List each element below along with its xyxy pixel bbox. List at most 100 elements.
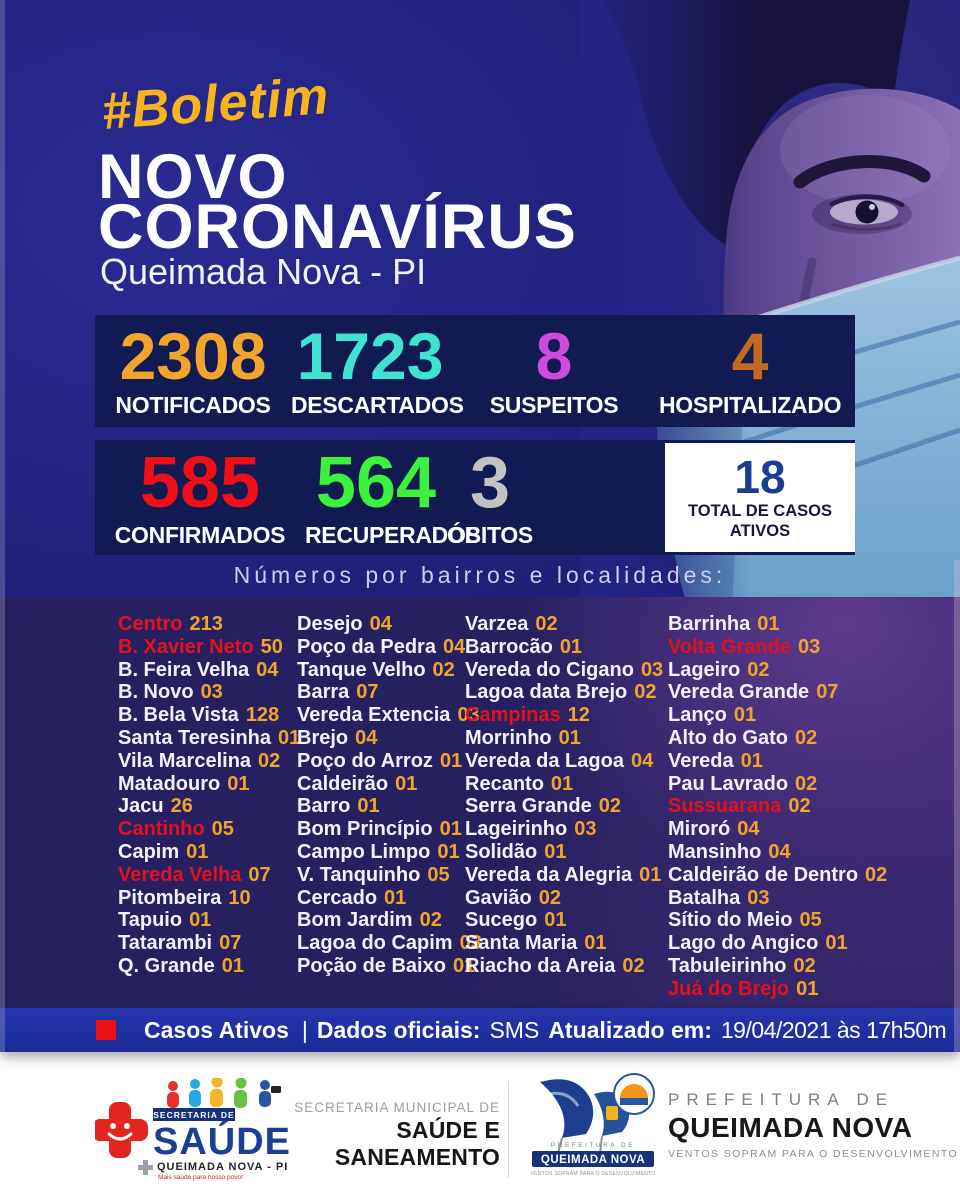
locality-row: Lago do Angico 01 <box>668 932 887 955</box>
stat-cell: 8 SUSPEITOS <box>449 323 659 419</box>
locality-row: Santa Teresinha 01 <box>118 727 300 750</box>
stats-row2-cells: 585 CONFIRMADOS 564 RECUPERADOS 3 ÓBITOS <box>95 447 655 549</box>
locality-row: Miroró 04 <box>668 818 887 841</box>
locality-row: Sucego 01 <box>465 909 663 932</box>
locality-row: Vereda Grande 07 <box>668 681 887 704</box>
locality-row: Campo Limpo 01 <box>297 841 482 864</box>
secretaria-text-block: SECRETARIA MUNICIPAL DE SAÚDE E SANEAMEN… <box>258 1100 500 1171</box>
locality-row: Poço da Pedra 04 <box>297 636 482 659</box>
locality-row: Lageirinho 03 <box>465 818 663 841</box>
stat-value: 3 <box>469 442 510 523</box>
locality-row: Tanque Velho 02 <box>297 659 482 682</box>
locality-name: B. Novo <box>118 681 194 704</box>
locality-count: 02 <box>538 886 561 909</box>
info-bar: Casos Ativos | Dados oficiais: SMS Atual… <box>0 1008 960 1052</box>
locality-row: Vereda Velha 07 <box>118 864 300 887</box>
stat-cell: 4 HOSPITALIZADO <box>659 319 842 419</box>
locality-count: 03 <box>457 704 480 727</box>
stat-cell: 1723 DESCARTADOS <box>291 323 464 419</box>
locality-name: Juá do Brejo <box>668 977 790 1000</box>
locality-row: Barrocão 01 <box>465 636 663 659</box>
locality-name: Barrinha <box>668 613 751 635</box>
locality-row: Vereda do Cigano 03 <box>465 659 663 682</box>
locality-row: Batalha 03 <box>668 887 887 910</box>
locality-count: 213 <box>189 613 223 635</box>
locality-row: Desejo 04 <box>297 613 482 636</box>
locality-name: B. Feira Velha <box>118 658 250 681</box>
locality-name: Lagoa data Brejo <box>465 681 628 704</box>
locality-row: Brejo 04 <box>297 727 482 750</box>
separator: | <box>301 1016 308 1043</box>
stat-value: 4 <box>731 319 769 393</box>
locality-count: 02 <box>865 863 888 886</box>
locality-row: Barro 01 <box>297 795 482 818</box>
stat-value: 564 <box>315 442 437 523</box>
locality-name: Caldeirão <box>297 772 389 795</box>
locality-name: Poção de Baixo <box>297 954 446 977</box>
localities-column-3: Varzea 02 Barrocão 01 Vereda do Cigano 03 L… <box>465 613 663 978</box>
saude-wordmark: SAÚDE <box>153 1119 291 1163</box>
left-edge-artifact <box>0 0 5 1052</box>
locality-name: Campo Limpo <box>297 840 431 863</box>
locality-name: Riacho da Areia <box>465 954 616 977</box>
footer: SECRETARIA DE SAÚDE QUEIMADA NOVA - PI M… <box>0 1052 960 1200</box>
locality-count: 05 <box>427 863 450 886</box>
prefeitura-logo: PREFEITURA DE QUEIMADA NOVA VENTOS SOPRA… <box>531 1073 655 1177</box>
locality-name: Tanque Velho <box>297 658 426 681</box>
locality-row: Cercado 01 <box>297 887 482 910</box>
red-square-icon <box>96 1020 116 1040</box>
locality-name: Sussuarana <box>668 795 782 818</box>
stat-cell: 585 CONFIRMADOS <box>95 447 305 549</box>
locality-count: 02 <box>788 795 811 818</box>
locality-row: Barra 07 <box>297 681 482 704</box>
locality-row: Morrinho 01 <box>465 727 663 750</box>
locality-row: B. Xavier Neto 50 <box>118 636 300 659</box>
locality-name: Poço do Arroz <box>297 749 433 772</box>
locality-count: 07 <box>219 932 242 955</box>
locality-count: 03 <box>574 818 597 841</box>
stat-label: NOTIFICADOS <box>115 392 271 418</box>
stat-label: RECUPERADOS <box>305 521 481 548</box>
locality-name: Varzea <box>465 613 529 635</box>
locality-name: Vereda da Lagoa <box>465 749 624 772</box>
locality-count: 02 <box>622 954 645 977</box>
red-cross-smiley <box>95 1102 148 1158</box>
locality-count: 01 <box>439 749 463 772</box>
active-cases-value: 18 <box>734 451 786 504</box>
locality-name: Gavião <box>465 886 532 909</box>
locality-count: 01 <box>733 704 757 727</box>
gray-plus-icon <box>138 1160 153 1175</box>
locality-row: Recanto 01 <box>465 773 663 796</box>
locality-name: Sítio do Meio <box>668 909 793 932</box>
locality-name: Campinas <box>465 704 561 727</box>
locality-row: Bom Princípio 01 <box>297 818 482 841</box>
locality-count: 02 <box>795 772 818 795</box>
locality-name: Vereda Velha <box>118 863 242 886</box>
prefeitura-line2: QUEIMADA NOVA <box>668 1112 913 1143</box>
locality-row: Vila Marcelina 02 <box>118 750 300 773</box>
locality-count: 01 <box>437 840 460 863</box>
secretaria-line2: SAÚDE E SANEAMENTO <box>334 1117 500 1170</box>
flag-large <box>540 1079 594 1138</box>
locality-count: 02 <box>258 749 281 772</box>
locality-row: Santa Maria 01 <box>465 932 663 955</box>
locality-name: Lagoa do Capim <box>297 932 453 955</box>
locality-name: Jacu <box>118 795 164 818</box>
locality-name: Miroró <box>668 818 731 841</box>
locality-row: B. Novo 03 <box>118 681 300 704</box>
locality-name: Tatarambi <box>118 932 213 955</box>
locality-name: Vereda <box>668 749 734 772</box>
locality-count: 01 <box>584 932 607 955</box>
locality-count: 05 <box>799 909 822 932</box>
locality-count: 03 <box>459 932 482 955</box>
localities-section: Centro 213 B. Xavier Neto 50 B. Feira Velh… <box>0 597 960 1008</box>
list-title: Números por bairros e localidades: <box>233 562 727 588</box>
locality-count: 01 <box>395 772 418 795</box>
locality-name: Q. Grande <box>118 954 215 977</box>
stat-label: DESCARTADOS <box>291 392 464 418</box>
locality-row: Barrinha 01 <box>668 613 887 636</box>
secretaria-line1: SECRETARIA MUNICIPAL DE <box>294 1100 500 1115</box>
ribbon-text: SECRETARIA DE <box>153 1110 234 1120</box>
label-dados-oficiais: Dados oficiais: <box>316 1016 481 1043</box>
locality-count: 04 <box>369 613 392 635</box>
